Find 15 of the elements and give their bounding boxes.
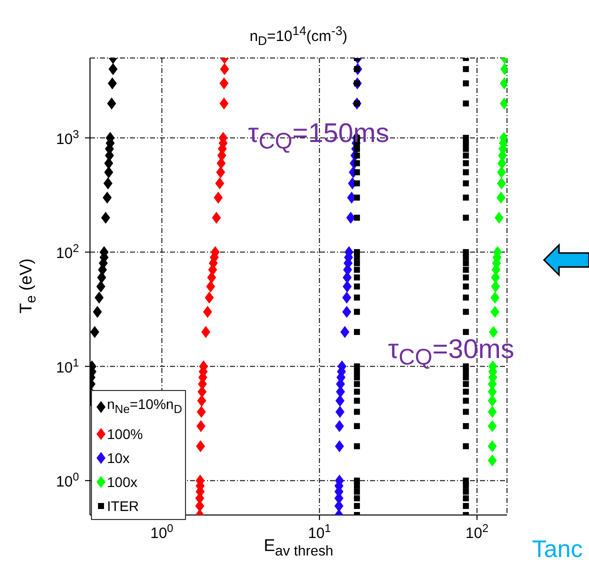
legend-label: 10x: [107, 448, 130, 468]
chart-title: n$_{D}$=10$^{14}$(cm$^{-3}$): [248, 24, 348, 48]
legend-label: n$_{Ne}$=10%n$_{D}$: [107, 395, 182, 418]
y-tick-label: 10$^{2}$: [56, 243, 79, 262]
legend-label: 100%: [107, 424, 143, 444]
legend-label: ITER: [107, 496, 139, 516]
y-tick-label: 10$^{3}$: [56, 128, 79, 148]
annotation: τ$_{CQ}$=30ms: [388, 334, 514, 370]
x-tick-label: 10$^{1}$: [308, 523, 331, 542]
text: Tanc: [532, 536, 583, 564]
legend-label: 100x: [107, 472, 138, 492]
x-tick-label: 10$^{0}$: [150, 523, 174, 542]
x-tick-label: 10$^{2}$: [466, 523, 488, 542]
y-tick-label: 10$^{0}$: [56, 472, 79, 491]
y-tick-label: 10$^{1}$: [56, 357, 79, 376]
